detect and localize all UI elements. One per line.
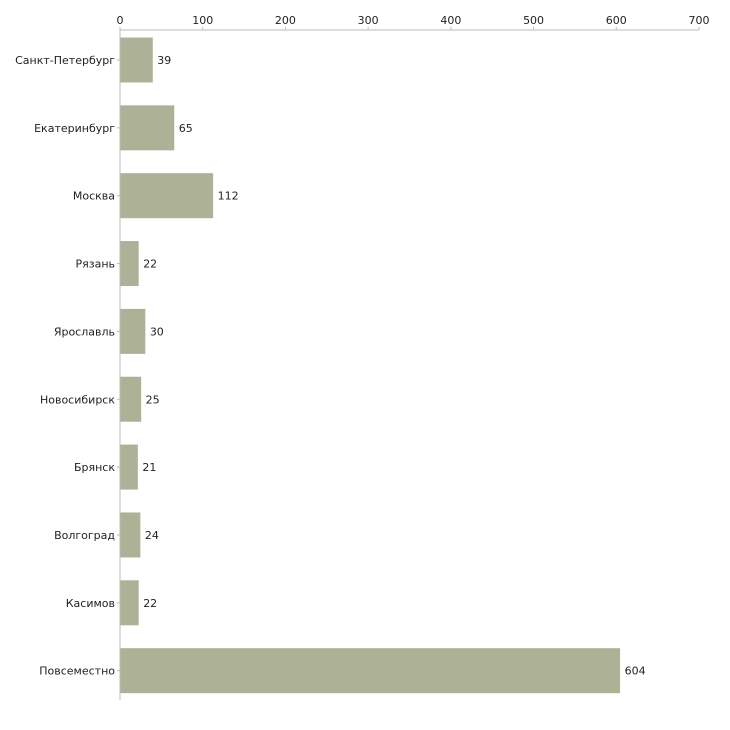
bar (120, 173, 214, 219)
x-tick-label: 500 (523, 14, 544, 27)
x-tick-label: 200 (275, 14, 296, 27)
category-label: Новосибирск (40, 393, 115, 406)
bar (120, 580, 139, 626)
x-tick-label: 400 (440, 14, 461, 27)
bar (120, 444, 138, 490)
value-label: 21 (142, 461, 156, 474)
value-label: 22 (143, 258, 157, 271)
category-label: Екатеринбург (34, 122, 115, 135)
category-label: Рязань (75, 258, 115, 271)
category-label: Ярославль (54, 325, 115, 338)
bar (120, 308, 146, 354)
bar (120, 37, 153, 83)
bar (120, 241, 139, 287)
value-label: 24 (145, 529, 159, 542)
x-tick-label: 600 (606, 14, 627, 27)
bar (120, 376, 142, 422)
bar (120, 512, 141, 558)
category-label: Повсеместно (39, 665, 115, 678)
x-tick-label: 300 (358, 14, 379, 27)
category-label: Москва (73, 190, 115, 203)
value-label: 30 (150, 325, 164, 338)
category-label: Касимов (66, 597, 115, 610)
bars (120, 37, 621, 694)
value-label: 22 (143, 597, 157, 610)
x-tick-label: 100 (192, 14, 213, 27)
category-label: Брянск (74, 461, 115, 474)
value-label: 25 (146, 393, 160, 406)
category-label: Санкт-Петербург (15, 54, 115, 67)
labels: Санкт-Петербург 39 Екатеринбург 65 Москва 112… (15, 54, 645, 678)
bar (120, 105, 175, 151)
value-label: 65 (179, 122, 193, 135)
value-label: 39 (157, 54, 171, 67)
axes: 0 100 200 300 400 500 600 700 (117, 14, 710, 700)
value-label: 112 (218, 190, 239, 203)
x-tick-label: 700 (689, 14, 710, 27)
bar (120, 648, 621, 694)
category-label: Волгоград (54, 529, 115, 542)
x-tick-label: 0 (117, 14, 124, 27)
value-label: 604 (625, 665, 646, 678)
